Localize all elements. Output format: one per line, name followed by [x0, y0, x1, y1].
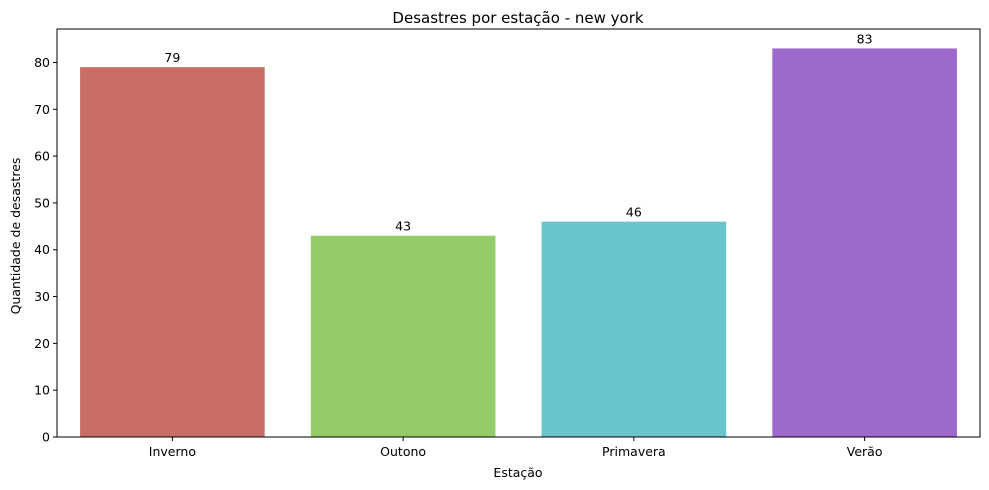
y-tick-label-80: 80 — [34, 55, 50, 70]
y-tick-label-70: 70 — [34, 102, 50, 117]
x-axis-label: Estação — [493, 465, 542, 480]
bar-outono — [310, 235, 496, 437]
data-label-primavera: 46 — [626, 205, 642, 220]
y-tick-label-40: 40 — [34, 242, 50, 257]
bars-group — [80, 48, 957, 438]
x-tick-label-primavera: Primavera — [602, 444, 666, 459]
chart-title: Desastres por estação - new york — [392, 9, 643, 27]
y-tick-label-60: 60 — [34, 149, 50, 164]
y-tick-label-0: 0 — [42, 430, 50, 445]
data-label-verao: 83 — [857, 31, 873, 46]
x-tick-label-inverno: Inverno — [149, 444, 196, 459]
y-tick-label-30: 30 — [34, 289, 50, 304]
y-tick-label-50: 50 — [34, 195, 50, 210]
plot-frame — [56, 28, 981, 438]
y-axis: 0 10 20 30 40 50 60 70 80 — [34, 55, 57, 445]
x-tick-label-verao: Verão — [847, 444, 883, 459]
data-labels-group: 79 43 46 83 — [164, 31, 872, 233]
y-tick-label-10: 10 — [34, 383, 50, 398]
y-tick-label-20: 20 — [34, 336, 50, 351]
bar-primavera — [541, 221, 727, 437]
y-axis-label: Quantidade de desastres — [8, 158, 23, 315]
data-label-outono: 43 — [395, 219, 411, 234]
bar-inverno — [80, 67, 265, 437]
bar-verao — [772, 48, 957, 438]
x-tick-label-outono: Outono — [380, 444, 426, 459]
x-axis: Inverno Outono Primavera Verão — [149, 437, 883, 459]
data-label-inverno: 79 — [164, 50, 180, 65]
